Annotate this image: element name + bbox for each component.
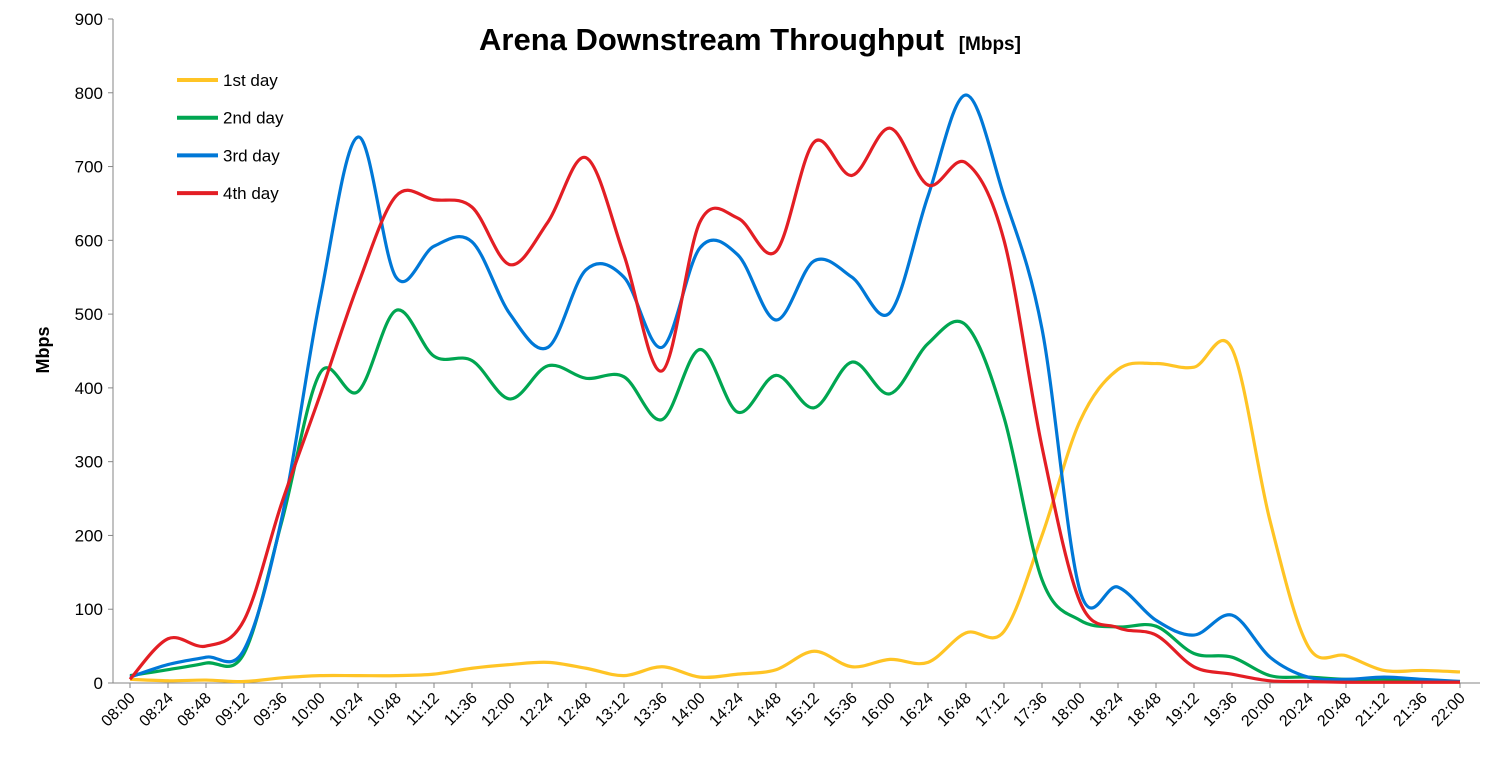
x-tick-label: 14:24 (706, 690, 746, 730)
x-tick-label: 15:12 (782, 690, 822, 730)
series-line-3 (129, 93, 1461, 684)
x-tick-label: 21:36 (1390, 690, 1430, 730)
x-tick-label: 16:48 (934, 690, 974, 730)
x-tick-label: 10:24 (326, 690, 366, 730)
x-tick-label: 12:00 (478, 690, 518, 730)
y-tick-label: 200 (75, 526, 103, 545)
legend-label: 4th day (223, 184, 279, 203)
x-tick-label: 16:00 (858, 690, 898, 730)
legend-item: 1st day (177, 71, 278, 90)
legend-label: 2nd day (223, 109, 284, 128)
x-tick-label: 14:48 (744, 690, 784, 730)
x-tick-label: 08:00 (98, 690, 138, 730)
legend-label: 1st day (223, 71, 278, 90)
x-tick-label: 19:36 (1200, 690, 1240, 730)
x-tick-label: 20:00 (1238, 690, 1278, 730)
x-tick-label: 12:48 (554, 690, 594, 730)
x-tick-label: 08:24 (136, 690, 176, 730)
x-tick-label: 08:48 (174, 690, 214, 730)
x-tick-label: 17:36 (1010, 690, 1050, 730)
x-tick-label: 09:36 (250, 690, 290, 730)
x-tick-label: 12:24 (516, 690, 556, 730)
legend-item: 2nd day (177, 109, 284, 128)
x-tick-label: 15:36 (820, 690, 860, 730)
y-tick-label: 800 (75, 84, 103, 103)
x-tick-label: 20:24 (1276, 690, 1316, 730)
y-tick-label: 0 (94, 674, 103, 693)
y-tick-label: 500 (75, 305, 103, 324)
x-tick-label: 13:36 (630, 690, 670, 730)
x-tick-label: 13:12 (592, 690, 632, 730)
legend-item: 4th day (177, 184, 279, 203)
chart-title-main: Arena Downstream Throughput (479, 22, 944, 57)
chart-title-unit: [Mbps] (959, 34, 1021, 55)
series-group (128, 93, 1461, 684)
y-axis-label: Mbps (33, 327, 53, 374)
y-tick-label: 700 (75, 158, 103, 177)
x-tick-label: 10:48 (364, 690, 404, 730)
y-tick-label: 400 (75, 379, 103, 398)
legend-item: 3rd day (177, 146, 280, 165)
y-tick-label: 100 (75, 600, 103, 619)
series-line-4 (128, 126, 1461, 684)
x-tick-label: 19:12 (1162, 690, 1202, 730)
legend-label: 3rd day (223, 146, 280, 165)
y-tick-label: 900 (75, 10, 103, 29)
x-tick-label: 10:00 (288, 690, 328, 730)
x-tick-label: 18:48 (1124, 690, 1164, 730)
chart-title: Arena Downstream Throughput [Mbps] (479, 22, 1021, 57)
x-tick-label: 16:24 (896, 690, 936, 730)
y-tick-label: 300 (75, 453, 103, 472)
axes: 0 100 200 300 400 500 600 700 800 900 08:0008:2408… (75, 10, 1480, 730)
x-tick-label: 14:00 (668, 690, 708, 730)
series-line-2 (129, 308, 1461, 684)
x-tick-label: 22:00 (1428, 690, 1468, 730)
x-tick-label: 17:12 (972, 690, 1012, 730)
legend: 1st day 2nd day 3rd day 4th day (177, 71, 284, 203)
x-tick-label: 18:00 (1048, 690, 1088, 730)
x-tick-label: 18:24 (1086, 690, 1126, 730)
series-line-1 (129, 339, 1461, 684)
x-tick-label: 11:36 (441, 690, 481, 730)
x-tick-label: 21:12 (1352, 690, 1392, 730)
x-tick-label: 11:12 (403, 690, 443, 730)
x-tick-label: 20:48 (1314, 690, 1354, 730)
y-tick-label: 600 (75, 231, 103, 250)
x-tick-label: 09:12 (212, 690, 252, 730)
